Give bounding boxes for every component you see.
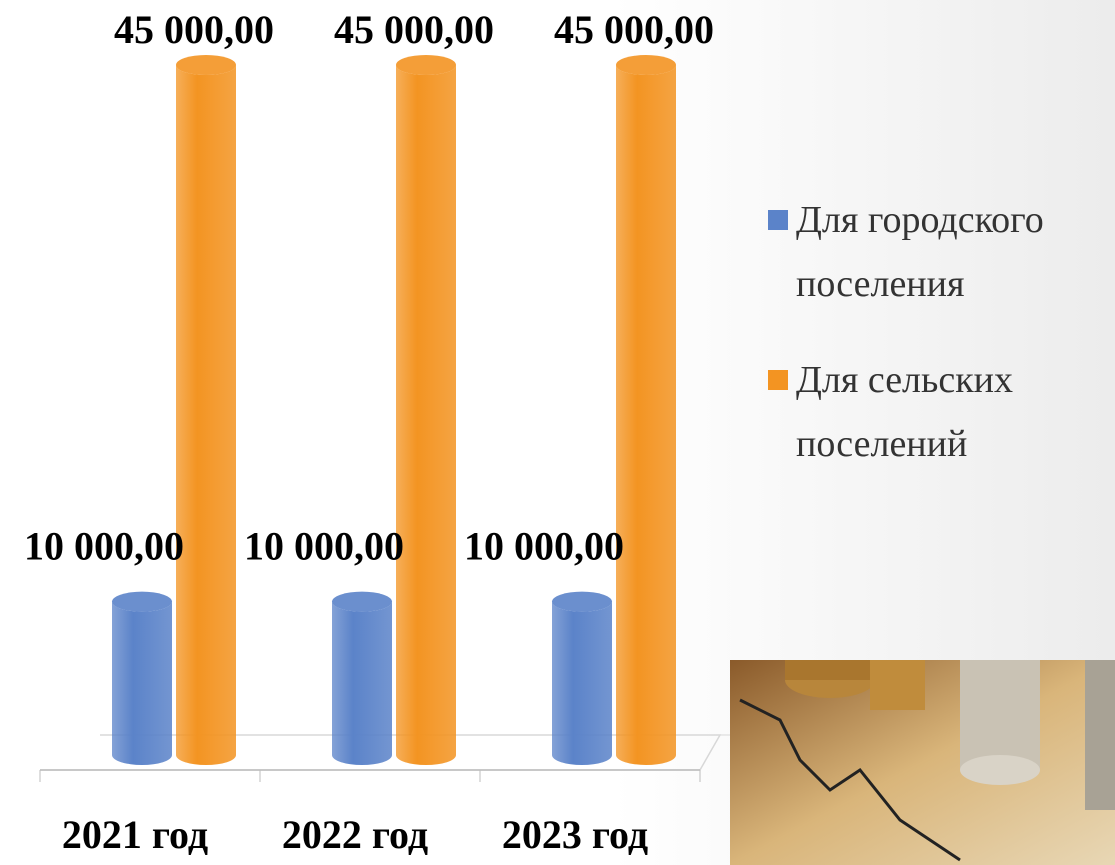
value-label: 45 000,00 bbox=[114, 7, 274, 52]
x-tick-label: 2022 год bbox=[282, 812, 428, 857]
x-tick-label: 2023 год bbox=[502, 812, 648, 857]
legend-label: Для городского поселения bbox=[796, 199, 1044, 305]
legend-label: Для сельских поселений bbox=[796, 359, 1014, 465]
cylinder bbox=[552, 601, 612, 765]
legend-item: Для сельских поселений bbox=[768, 356, 1113, 476]
value-label: 45 000,00 bbox=[334, 7, 494, 52]
value-label: 10 000,00 bbox=[244, 524, 404, 569]
cylinder-top bbox=[616, 55, 676, 75]
cylinder bbox=[176, 65, 236, 765]
cylinder bbox=[112, 601, 172, 765]
cylinder-top bbox=[552, 591, 612, 612]
cylinder bbox=[396, 65, 456, 765]
cylinder-top bbox=[112, 591, 172, 612]
value-label: 10 000,00 bbox=[464, 524, 624, 569]
legend-swatch bbox=[768, 370, 788, 390]
cylinder-top bbox=[332, 591, 392, 612]
legend: Для городского поселения Для сельских пос… bbox=[768, 196, 1113, 516]
cylinder-top bbox=[176, 55, 236, 75]
x-tick-label: 2021 год bbox=[62, 812, 208, 857]
value-label: 10 000,00 bbox=[24, 524, 184, 569]
value-label: 45 000,00 bbox=[554, 7, 714, 52]
legend-swatch bbox=[768, 210, 788, 230]
legend-item: Для городского поселения bbox=[768, 196, 1113, 316]
cylinder bbox=[616, 65, 676, 765]
photo bbox=[730, 660, 1115, 865]
cylinder-top bbox=[396, 55, 456, 75]
cylinder bbox=[332, 601, 392, 765]
